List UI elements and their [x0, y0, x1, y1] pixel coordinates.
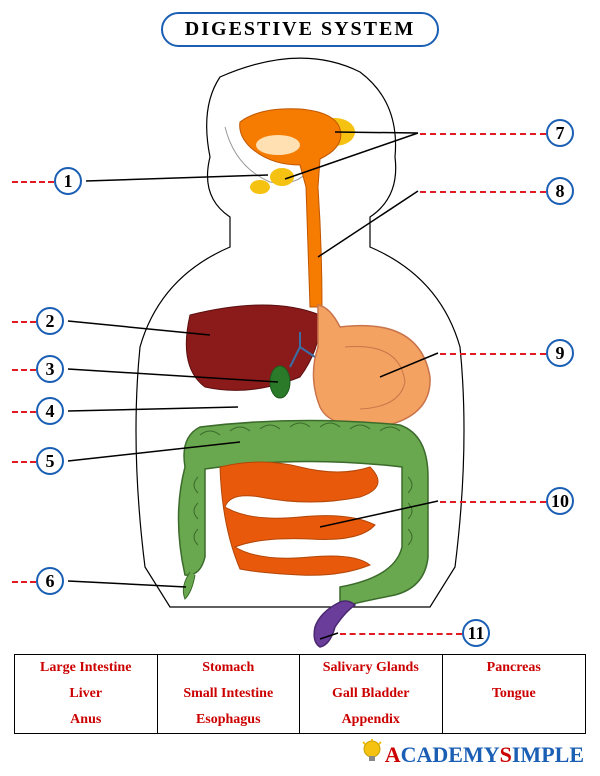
label-badge-11: 11 — [462, 619, 490, 647]
word-bank-cell: Stomach — [158, 655, 301, 681]
brand-letter-a: A — [385, 742, 401, 767]
word-bank-cell: Small Intestine — [158, 681, 301, 707]
brand-imple: IMPLE — [512, 742, 584, 767]
brand-cademy: CADEMY — [401, 742, 500, 767]
leader-line-4 — [12, 411, 36, 413]
leader-line-3 — [12, 369, 36, 371]
word-bank-cell — [443, 707, 586, 733]
leader-line-2 — [12, 321, 36, 323]
word-bank-cell: Appendix — [300, 707, 443, 733]
lightbulb-icon — [361, 739, 383, 765]
label-badge-9: 9 — [546, 339, 574, 367]
leader-line-1 — [12, 181, 54, 183]
label-badge-6: 6 — [36, 567, 64, 595]
label-badge-2: 2 — [36, 307, 64, 335]
word-bank-table: Large IntestineStomachSalivary GlandsPan… — [14, 654, 586, 734]
page-title: DIGESTIVE SYSTEM — [161, 12, 439, 47]
label-badge-4: 4 — [36, 397, 64, 425]
leader-line-5 — [12, 461, 36, 463]
label-badge-1: 1 — [54, 167, 82, 195]
leader-line-8 — [420, 191, 546, 193]
word-bank-cell: Liver — [15, 681, 158, 707]
brand-letter-s: S — [500, 742, 512, 767]
digestive-diagram-svg — [0, 47, 600, 687]
label-badge-10: 10 — [546, 487, 574, 515]
leader-line-7 — [420, 133, 546, 135]
title-container: DIGESTIVE SYSTEM — [0, 0, 600, 47]
brand-logo: ACADEMYSIMPLE — [361, 739, 584, 768]
word-bank-cell: Large Intestine — [15, 655, 158, 681]
label-badge-7: 7 — [546, 119, 574, 147]
leader-line-10 — [440, 501, 546, 503]
word-bank-cell: Esophagus — [158, 707, 301, 733]
word-bank-cell: Gall Bladder — [300, 681, 443, 707]
label-badge-8: 8 — [546, 177, 574, 205]
word-bank-cell: Anus — [15, 707, 158, 733]
leader-line-6 — [12, 581, 36, 583]
label-badge-3: 3 — [36, 355, 64, 383]
label-badge-5: 5 — [36, 447, 64, 475]
word-bank-cell: Tongue — [443, 681, 586, 707]
leader-line-9 — [440, 353, 546, 355]
leader-line-11 — [340, 633, 462, 635]
word-bank-cell: Salivary Glands — [300, 655, 443, 681]
diagram-area: 1 2 3 4 5 6 7 8 9 10 11 — [0, 47, 600, 687]
word-bank-cell: Pancreas — [443, 655, 586, 681]
